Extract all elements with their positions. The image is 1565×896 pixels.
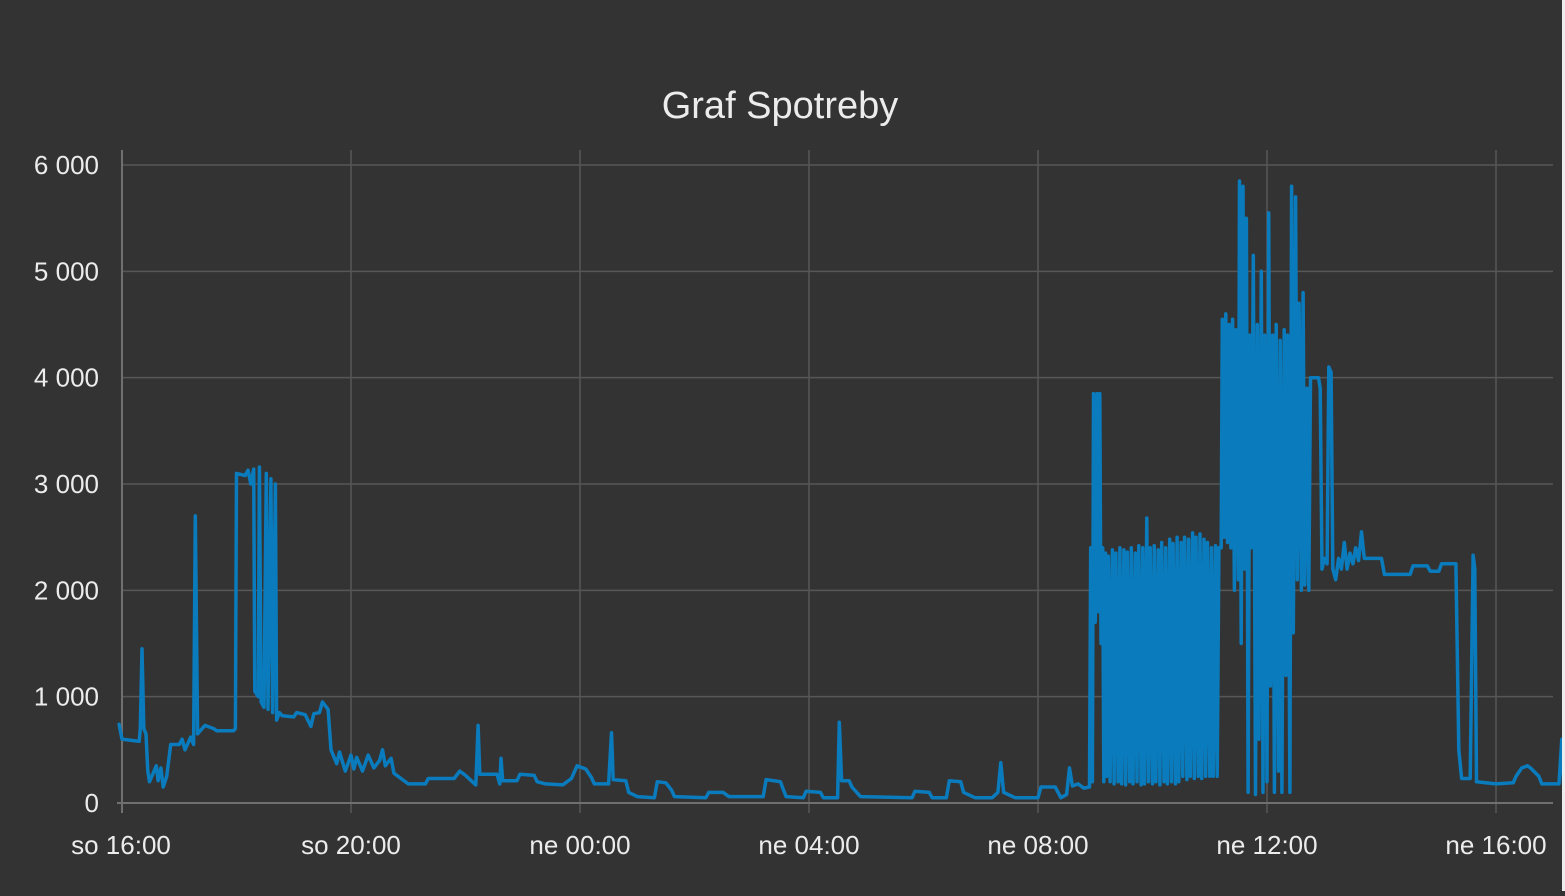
- axes: [117, 150, 1553, 813]
- tick-labels: 0 1 000 2 000 3 000 4 000 5 000 6 000 so 16:00 s…: [34, 150, 1547, 860]
- x-tick-label: so 20:00: [301, 830, 401, 860]
- y-tick-label: 3 000: [34, 469, 99, 499]
- y-tick-label: 6 000: [34, 150, 99, 180]
- y-tick-label: 5 000: [34, 256, 99, 286]
- window-edge: [1562, 0, 1565, 891]
- y-tick-label: 0: [85, 788, 99, 818]
- x-tick-label: ne 16:00: [1445, 830, 1546, 860]
- y-tick-label: 2 000: [34, 575, 99, 605]
- x-tick-label: ne 00:00: [529, 830, 630, 860]
- y-tick-label: 1 000: [34, 682, 99, 712]
- series-layer: [117, 179, 1565, 800]
- x-tick-label: ne 08:00: [987, 830, 1088, 860]
- x-tick-label: so 16:00: [71, 830, 171, 860]
- series-line: [117, 179, 1565, 800]
- x-tick-label: ne 04:00: [758, 830, 859, 860]
- x-tick-label: ne 12:00: [1216, 830, 1317, 860]
- y-tick-label: 4 000: [34, 363, 99, 393]
- chart-title: Graf Spotreby: [662, 85, 899, 127]
